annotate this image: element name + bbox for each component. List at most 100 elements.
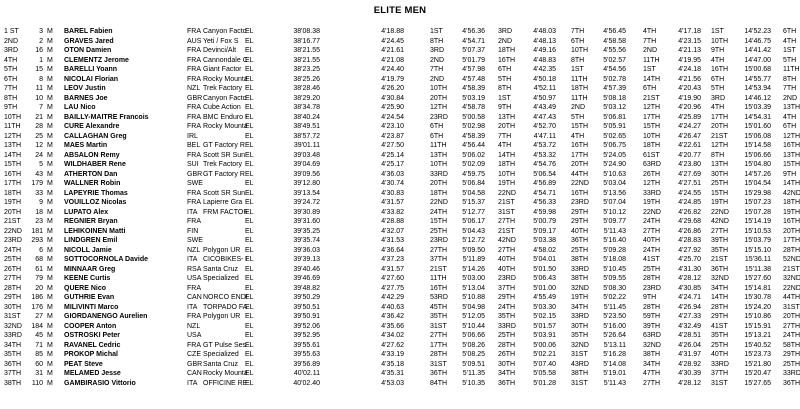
cell-s4r: 1ST xyxy=(643,66,656,73)
cell-cat: EL xyxy=(245,37,254,45)
cell-total: 39'55.61 xyxy=(293,341,320,349)
cell-s5: 4'24.55 xyxy=(678,189,701,197)
cell-s4r: 59TH xyxy=(643,313,661,320)
cell-cat: EL xyxy=(245,66,254,73)
cell-bib: 186 xyxy=(31,294,43,301)
table-row: 12TH 25 M CALLAGHAN Greg IRL EL 38'57.72 4'23.8… xyxy=(0,132,800,142)
cell-s6: 15'03.39 xyxy=(744,104,771,111)
cell-cat: EL xyxy=(245,199,254,206)
cell-s3r: 7TH xyxy=(571,28,585,35)
cell-name: GIORDANENGO Aurelien xyxy=(64,313,148,320)
cell-s2r: 33RD xyxy=(498,322,516,330)
cell-team: BMC Enduro R xyxy=(203,113,247,121)
cell-s2r: 21ST xyxy=(498,199,515,206)
cell-rank: 19TH xyxy=(4,199,22,206)
cell-s5r: 16TH xyxy=(711,66,729,73)
cell-bib: 3 xyxy=(39,28,43,35)
cell-s6: 14'52.23 xyxy=(744,28,771,35)
table-row: 9TH 7 M LAU Nico FRA Cube Action EL 38'34.78 4'2… xyxy=(0,103,800,113)
cell-s2r: 24TH xyxy=(498,303,516,311)
cell-s5: 4'28.92 xyxy=(678,360,701,368)
cell-gender: M xyxy=(47,360,53,368)
cell-s4r: 18TH xyxy=(643,142,661,149)
cell-s1: 4'30.74 xyxy=(381,180,404,187)
cell-s3: 5'06.54 xyxy=(533,170,556,178)
cell-rank: 26TH xyxy=(4,265,22,273)
cell-s1r: 16TH xyxy=(430,284,448,292)
cell-gender: M xyxy=(47,189,53,197)
cell-s2r: 22ND xyxy=(498,189,516,197)
cell-s3r: 2ND xyxy=(571,104,586,111)
cell-s4: 5'09.28 xyxy=(603,246,626,254)
cell-rank: 1 ST xyxy=(4,28,19,35)
cell-s6: 15'07.23 xyxy=(744,199,771,206)
cell-rank: 24TH xyxy=(4,246,22,254)
cell-s5: 4'27.92 xyxy=(678,246,701,254)
cell-s3r: 11TH xyxy=(571,94,588,102)
cell-s5: 4'29.68 xyxy=(678,218,701,225)
cell-nat: FRA xyxy=(187,113,201,121)
cell-s2r: 2ND xyxy=(498,37,513,45)
cell-s4: 5'23.50 xyxy=(603,313,626,320)
cell-s5r: 34TH xyxy=(711,284,729,292)
cell-s2r: 27TH xyxy=(498,246,516,254)
cell-s1r: 28TH xyxy=(430,351,448,358)
cell-name: SOTTOCORNOLA Davide xyxy=(64,256,149,263)
cell-team: Polygon UR xyxy=(203,246,241,254)
cell-bib: 12 xyxy=(35,142,43,149)
cell-gender: M xyxy=(47,37,53,45)
cell-name: OTON Damien xyxy=(64,47,112,54)
cell-s2: 5'12.72 xyxy=(462,237,485,244)
cell-s2r: 20TH xyxy=(498,123,516,130)
cell-bib: 60 xyxy=(35,360,43,368)
cell-s3: 4'58.02 xyxy=(533,246,556,254)
cell-s6: 15'20.47 xyxy=(744,370,771,377)
cell-s1: 4'53.03 xyxy=(381,379,404,387)
cell-rank: 34TH xyxy=(4,341,22,349)
cell-s5: 4'24.85 xyxy=(678,199,701,206)
cell-s1: 4'31.57 xyxy=(381,199,404,206)
cell-s2: 4'54.71 xyxy=(462,37,485,45)
cell-s2: 4'56.36 xyxy=(462,28,485,35)
cell-rank: 32ND xyxy=(4,322,22,330)
cell-s6r: 21ST xyxy=(783,265,800,273)
cell-s6: 14'57.26 xyxy=(744,170,771,178)
cell-total: 39'30.89 xyxy=(293,208,320,216)
cell-nat: SWE xyxy=(187,180,203,187)
table-row: 38TH 110 M GAMBIRASIO Vittorio ITA OFFICINE R… xyxy=(0,379,800,389)
cell-s6: 15'13.21 xyxy=(744,332,771,339)
cell-s3r: 22ND xyxy=(571,180,589,187)
cell-bib: 27 xyxy=(35,313,43,320)
cell-s4: 5'18.08 xyxy=(603,256,626,263)
cell-cat: EL xyxy=(245,256,254,263)
cell-s4: 5'11.45 xyxy=(603,303,626,311)
cell-rank: 15TH xyxy=(4,161,22,168)
cell-s2r: 8TH xyxy=(498,85,512,92)
cell-s1r: 11TH xyxy=(430,142,447,149)
table-row: 2ND 2 M GRAVES Jared AUS Yeti / Fox S EL 38'16.… xyxy=(0,37,800,47)
cell-s2r: 31ST xyxy=(498,208,515,216)
cell-s3r: 33RD xyxy=(571,265,589,273)
cell-nat: FRA xyxy=(187,56,201,64)
cell-nat: FRA xyxy=(187,47,201,54)
cell-s4r: 12TH xyxy=(643,180,661,187)
cell-s4: 5'09.55 xyxy=(603,275,626,282)
cell-rank: 28TH xyxy=(4,284,22,292)
cell-total: 40'02.40 xyxy=(293,379,320,387)
cell-s1r: 6TH xyxy=(430,123,444,130)
cell-s4r: 22ND xyxy=(643,208,661,216)
cell-total: 39'50.91 xyxy=(293,313,320,320)
table-row: 24TH 6 M NICOLL Jamie NZL Polygon UR EL 39'36.0… xyxy=(0,246,800,256)
cell-s5r: 5TH xyxy=(711,85,725,92)
cell-s4r: 17TH xyxy=(643,113,661,121)
table-row: 26TH 61 M MINNAAR Greg RSA Santa Cruz EL 39'40.… xyxy=(0,265,800,275)
cell-s2: 4'57.48 xyxy=(462,75,485,83)
cell-s4r: 39TH xyxy=(643,322,661,330)
cell-cat: EL xyxy=(245,246,254,254)
cell-s3: 4'53.32 xyxy=(533,151,556,159)
cell-cat: EL xyxy=(245,341,254,349)
cell-s5r: 32ND xyxy=(711,275,729,282)
cell-s6: 15'06.08 xyxy=(744,132,771,140)
cell-bib: 7 xyxy=(39,104,43,111)
